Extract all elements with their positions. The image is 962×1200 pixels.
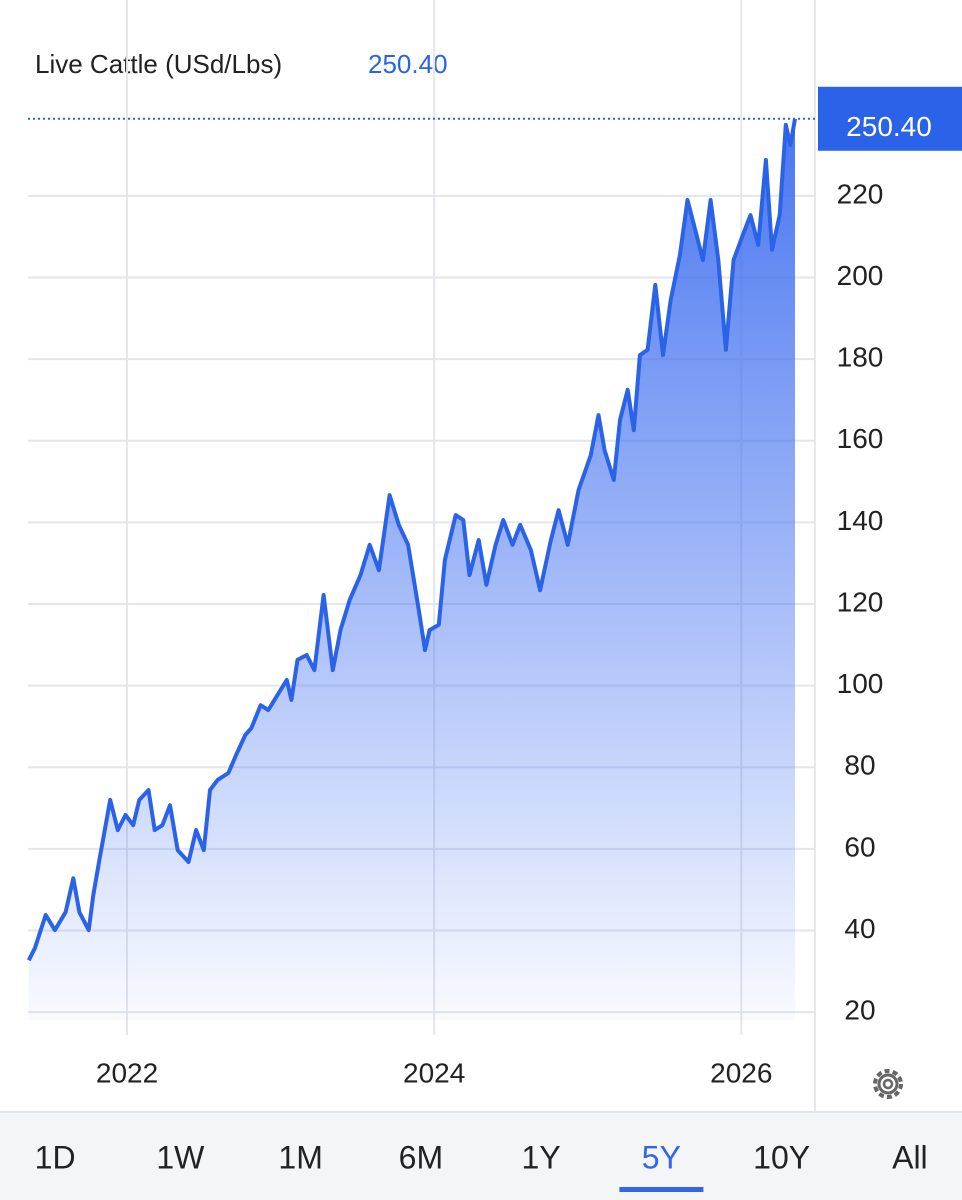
range-button[interactable]: 1D <box>35 1139 76 1175</box>
range-bar <box>0 1112 962 1200</box>
y-tick-label: 200 <box>837 260 884 291</box>
range-button[interactable]: 5Y <box>642 1139 681 1175</box>
y-tick-label: 140 <box>837 505 884 536</box>
range-button[interactable]: 1Y <box>522 1139 561 1175</box>
settings-icon[interactable] <box>873 1069 903 1099</box>
y-tick-label: 180 <box>837 342 884 373</box>
y-tick-label: 80 <box>844 750 875 781</box>
range-button[interactable]: All <box>892 1139 928 1175</box>
x-tick-label: 2026 <box>710 1057 772 1088</box>
y-tick-label: 20 <box>844 995 875 1026</box>
x-tick-label: 2022 <box>96 1057 158 1088</box>
y-tick-label: 40 <box>844 913 875 944</box>
y-tick-label: 220 <box>837 178 884 209</box>
price-badge <box>818 86 962 151</box>
y-tick-label: 100 <box>837 668 884 699</box>
current-value: 250.40 <box>368 49 448 79</box>
range-button[interactable]: 1W <box>156 1139 205 1175</box>
price-line <box>27 118 797 962</box>
range-button[interactable]: 10Y <box>753 1139 810 1175</box>
y-tick-label: 120 <box>837 586 884 617</box>
price-badge-label: 250.40 <box>846 111 932 142</box>
range-button[interactable]: 1M <box>278 1139 322 1175</box>
range-button[interactable]: 6M <box>399 1139 443 1175</box>
y-tick-label: 60 <box>844 831 875 862</box>
x-tick-label: 2024 <box>403 1057 465 1088</box>
range-underline <box>619 1187 704 1192</box>
chart-title: Live Cattle (USd/Lbs) <box>35 49 282 79</box>
y-tick-label: 160 <box>837 423 884 454</box>
